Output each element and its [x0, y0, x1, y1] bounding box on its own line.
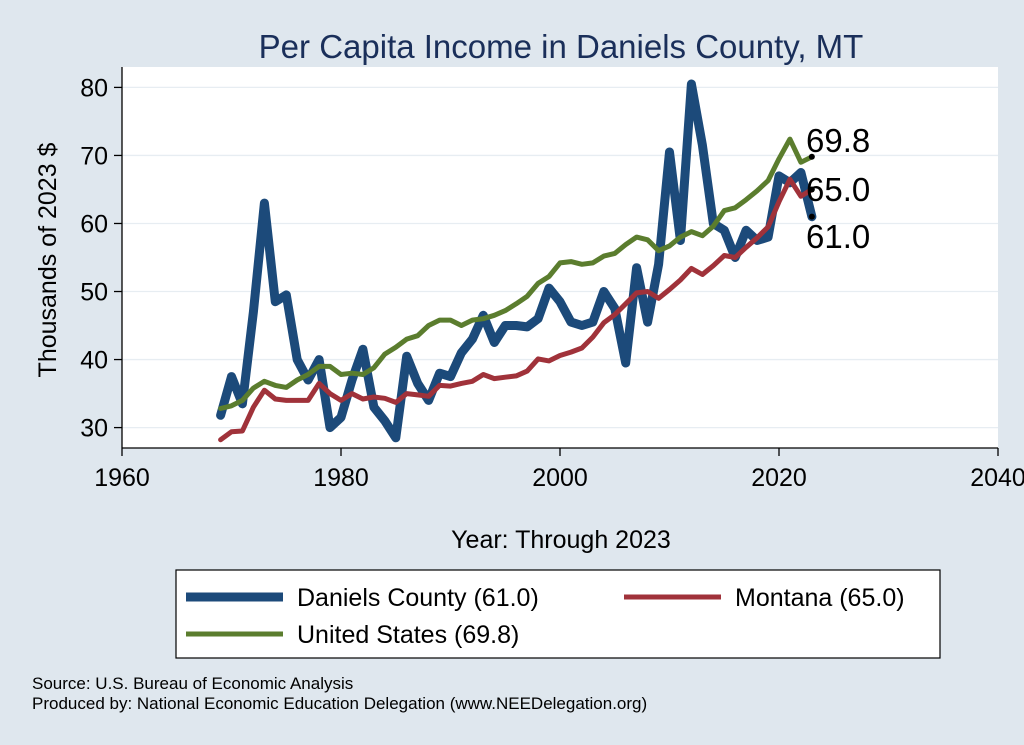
end-label-montana: 65.0: [806, 171, 870, 208]
x-tick-label: 2000: [532, 464, 588, 492]
x-axis-title: Year: Through 2023: [451, 526, 671, 554]
chart-title: Per Capita Income in Daniels County, MT: [259, 28, 864, 65]
end-label-united-states: 69.8: [806, 122, 870, 159]
legend-label-daniels-county: Daniels County (61.0): [297, 584, 539, 612]
x-tick-label: 1980: [313, 464, 369, 492]
axes: 30 40 50 60 70 80 1960 1980 2000 2020 2040: [80, 67, 1024, 492]
end-marker: [808, 153, 815, 160]
y-tick-label: 50: [80, 279, 108, 307]
legend: Daniels County (61.0) Montana (65.0) Uni…: [175, 569, 941, 659]
end-value-labels: 61.0 65.0 69.8: [806, 122, 870, 255]
series-lines: [216, 79, 817, 443]
end-label-daniels-county: 61.0: [806, 218, 870, 255]
series-line-montana: [218, 176, 815, 443]
source-note: Source: U.S. Bureau of Economic Analysis: [32, 674, 353, 693]
end-marker: [808, 186, 815, 193]
y-tick-label: 30: [80, 415, 108, 443]
produced-by-note: Produced by: National Economic Education…: [32, 694, 647, 713]
x-tick-label: 2020: [751, 464, 807, 492]
y-tick-label: 70: [80, 142, 108, 170]
legend-label-montana: Montana (65.0): [735, 584, 905, 612]
y-tick-label: 80: [80, 74, 108, 102]
x-tick-label: 2040: [970, 464, 1024, 492]
series-line-united-states: [218, 136, 815, 411]
y-axis-title: Thousands of 2023 $: [34, 142, 62, 377]
legend-label-united-states: United States (69.8): [297, 621, 519, 649]
y-tick-label: 40: [80, 347, 108, 375]
y-tick-label: 60: [80, 210, 108, 238]
legend-box: [175, 569, 941, 659]
x-tick-label: 1960: [94, 464, 150, 492]
end-marker: [808, 213, 815, 220]
